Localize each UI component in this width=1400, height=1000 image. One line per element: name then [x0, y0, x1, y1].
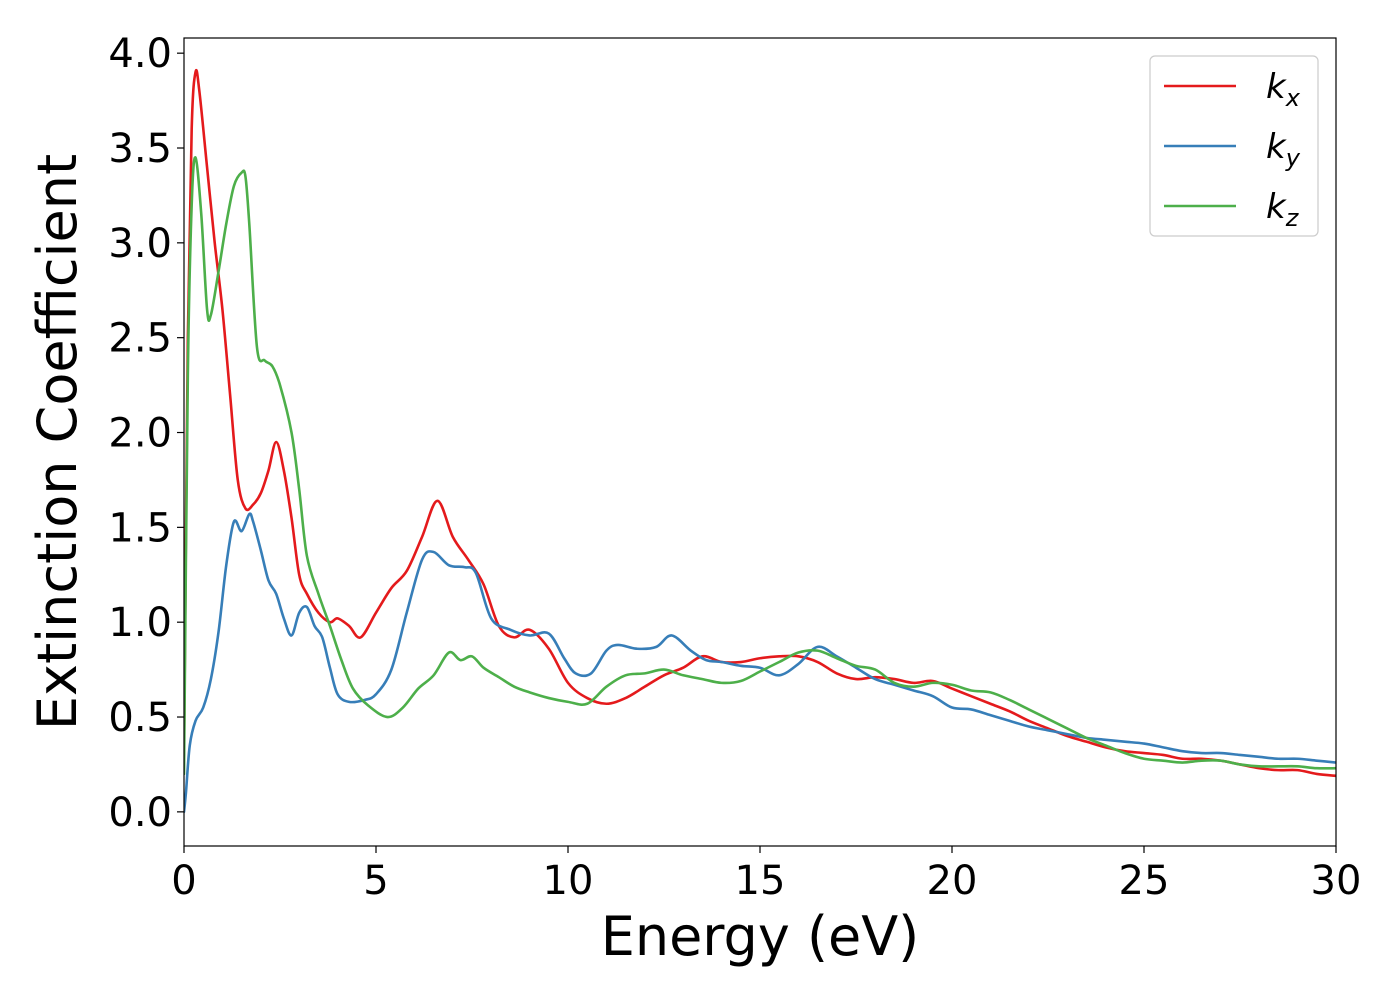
x-tick-label: 15	[735, 858, 786, 904]
legend-label-ky: ky	[1266, 127, 1301, 172]
x-tick-label: 10	[543, 858, 594, 904]
legend: kx ky kz	[1149, 55, 1319, 237]
series-line-kx	[184, 68, 1336, 778]
series-layer	[184, 68, 1336, 814]
y-tick-label: 2.0	[108, 411, 172, 457]
x-tick-label: 25	[1119, 858, 1170, 904]
x-tick-label: 0	[171, 858, 196, 904]
y-tick-label: 3.5	[108, 126, 172, 172]
x-tick-label: 30	[1311, 858, 1362, 904]
x-axis: 0 5 10 15 20 25 30	[171, 846, 1361, 904]
y-tick-label: 2.5	[108, 316, 172, 362]
y-tick-label: 3.0	[108, 221, 172, 267]
y-tick-label: 1.5	[108, 505, 172, 551]
x-tick-label: 5	[363, 858, 388, 904]
y-tick-label: 0.0	[108, 790, 172, 836]
x-tick-label: 20	[927, 858, 978, 904]
y-tick-label: 4.0	[108, 31, 172, 77]
x-axis-label: Energy (eV)	[601, 905, 920, 968]
legend-label-kz: kz	[1266, 187, 1300, 232]
series-line-ky	[184, 512, 1336, 814]
series-line-kz	[184, 156, 1336, 776]
y-axis: 0.0 0.5 1.0 1.5 2.0 2.5 3.0 3.5 4.0	[108, 31, 184, 836]
y-axis-label: Extinction Coefficient	[26, 154, 89, 730]
legend-label-kx: kx	[1266, 67, 1301, 112]
y-tick-label: 1.0	[108, 600, 172, 646]
y-tick-label: 0.5	[108, 695, 172, 741]
